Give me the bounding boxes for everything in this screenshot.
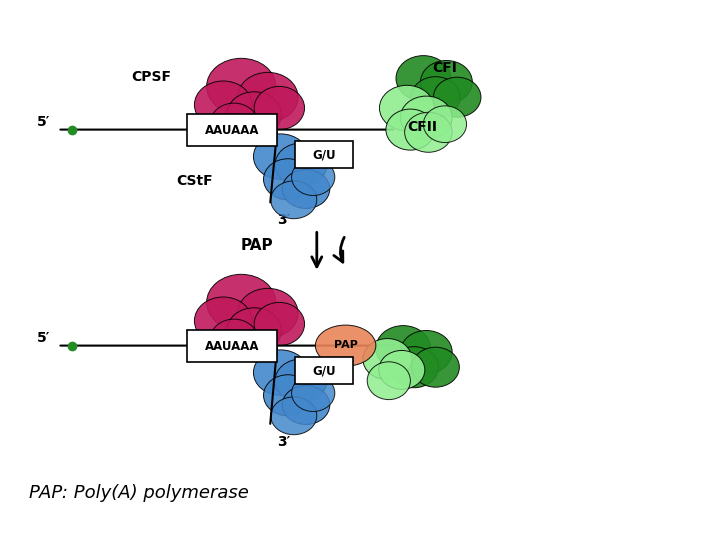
Ellipse shape xyxy=(292,375,335,411)
Ellipse shape xyxy=(275,359,327,402)
Ellipse shape xyxy=(396,56,451,101)
Ellipse shape xyxy=(367,362,410,400)
Ellipse shape xyxy=(315,325,376,366)
Text: AAUAAA: AAUAAA xyxy=(205,124,259,137)
Ellipse shape xyxy=(210,103,258,143)
Ellipse shape xyxy=(194,81,252,129)
Ellipse shape xyxy=(275,143,327,186)
Text: CStF: CStF xyxy=(176,174,212,188)
Ellipse shape xyxy=(386,109,435,150)
Ellipse shape xyxy=(271,397,317,435)
Ellipse shape xyxy=(400,330,452,374)
Ellipse shape xyxy=(379,350,425,389)
Ellipse shape xyxy=(282,170,330,208)
Ellipse shape xyxy=(207,274,276,330)
Ellipse shape xyxy=(420,60,472,104)
Ellipse shape xyxy=(271,181,317,219)
Text: 5′: 5′ xyxy=(37,114,50,129)
Ellipse shape xyxy=(292,159,335,195)
Text: PAP: Poly(A) polymerase: PAP: Poly(A) polymerase xyxy=(29,484,248,502)
Ellipse shape xyxy=(254,302,305,346)
Ellipse shape xyxy=(282,386,330,424)
Text: CPSF: CPSF xyxy=(131,70,171,84)
FancyBboxPatch shape xyxy=(187,330,277,362)
Text: CFII: CFII xyxy=(407,120,437,134)
Ellipse shape xyxy=(253,134,308,179)
Ellipse shape xyxy=(227,92,282,137)
Ellipse shape xyxy=(379,85,434,131)
Ellipse shape xyxy=(238,72,298,122)
Ellipse shape xyxy=(405,112,452,152)
Ellipse shape xyxy=(363,339,412,380)
Text: PAP: PAP xyxy=(333,340,358,349)
Ellipse shape xyxy=(400,96,452,139)
Ellipse shape xyxy=(210,319,258,359)
Ellipse shape xyxy=(433,77,481,117)
Ellipse shape xyxy=(227,308,282,353)
Ellipse shape xyxy=(423,106,467,143)
Ellipse shape xyxy=(207,58,276,114)
Ellipse shape xyxy=(390,347,438,388)
FancyBboxPatch shape xyxy=(187,114,277,146)
Text: 5′: 5′ xyxy=(37,330,50,345)
Text: PAP: PAP xyxy=(241,238,274,253)
Ellipse shape xyxy=(411,77,460,118)
Text: G/U: G/U xyxy=(312,364,336,377)
Ellipse shape xyxy=(264,159,312,200)
Ellipse shape xyxy=(412,347,459,387)
FancyBboxPatch shape xyxy=(295,357,353,384)
Ellipse shape xyxy=(194,297,252,345)
Ellipse shape xyxy=(376,326,431,371)
Text: 3′: 3′ xyxy=(277,435,290,449)
Ellipse shape xyxy=(264,375,312,416)
Ellipse shape xyxy=(253,350,308,395)
Text: G/U: G/U xyxy=(312,148,336,161)
Ellipse shape xyxy=(254,86,305,130)
Text: AAUAAA: AAUAAA xyxy=(205,340,259,353)
Ellipse shape xyxy=(238,288,298,338)
FancyBboxPatch shape xyxy=(295,141,353,168)
Text: CFI: CFI xyxy=(432,60,457,75)
Text: 3′: 3′ xyxy=(277,213,290,227)
